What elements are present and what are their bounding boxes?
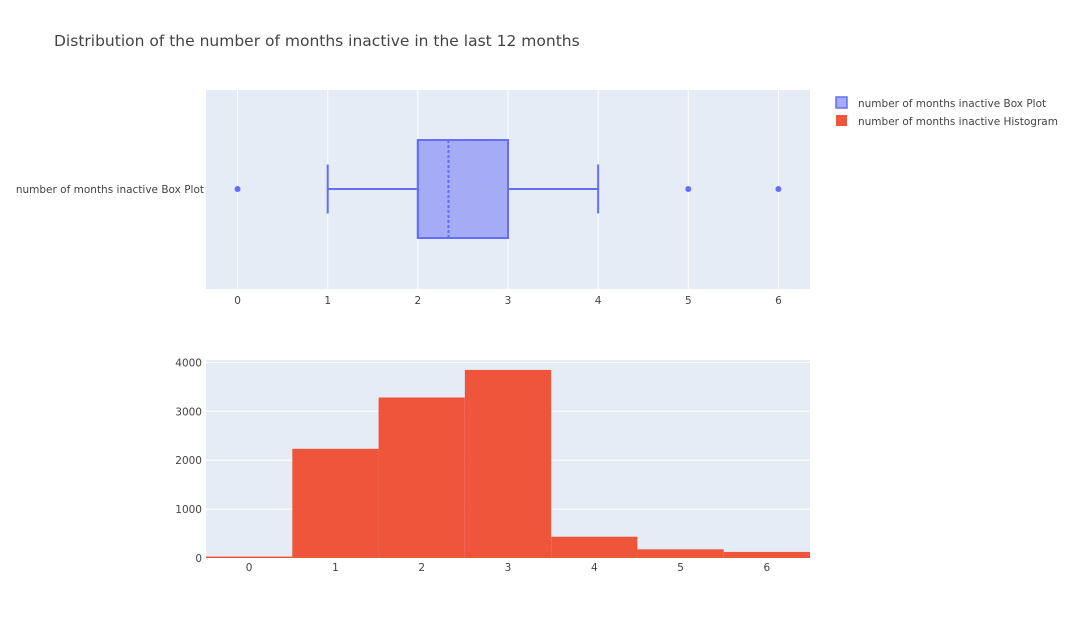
- hist-x-tick-label: 4: [591, 562, 598, 574]
- box-outlier-point: [685, 186, 692, 192]
- box-x-tick-label: 4: [595, 295, 602, 307]
- hist-bar: [378, 397, 465, 558]
- box-iqr: [416, 139, 509, 239]
- hist-x-tick-label: 1: [332, 562, 339, 574]
- box-x-tick-label: 5: [685, 295, 692, 307]
- hist-bar: [723, 551, 810, 558]
- hist-x-tick-label: 3: [505, 562, 512, 574]
- hist-y-tick-label: 4000: [175, 357, 202, 369]
- hist-x-tick-label: 6: [764, 562, 771, 574]
- legend-item-histogram[interactable]: number of months inactive Histogram: [836, 115, 1058, 128]
- histogram-panel: 0 1000 2000 3000 4000 0 1 2 3 4 5 6: [175, 357, 810, 574]
- hist-bar: [551, 536, 638, 558]
- box-outlier-point: [234, 186, 241, 192]
- hist-x-tick-label: 0: [246, 562, 253, 574]
- hist-y-tick-label: 2000: [175, 455, 202, 467]
- hist-x-tick-label: 2: [418, 562, 425, 574]
- hist-x-ticks: 0 1 2 3 4 5 6: [246, 562, 771, 574]
- hist-x-tick-label: 5: [677, 562, 684, 574]
- box-x-tick-label: 0: [234, 295, 241, 307]
- legend-label-histogram: number of months inactive Histogram: [858, 116, 1058, 128]
- box-x-ticks: 0 1 2 3 4 5 6: [234, 295, 782, 307]
- hist-y-ticks: 0 1000 2000 3000 4000: [175, 357, 202, 565]
- hist-y-tick-label: 0: [195, 553, 202, 565]
- box-marks: [234, 139, 782, 239]
- hist-bar: [637, 549, 724, 558]
- box-x-tick-label: 1: [324, 295, 331, 307]
- hist-y-tick-label: 1000: [175, 504, 202, 516]
- box-x-tick-label: 6: [775, 295, 782, 307]
- legend-item-box[interactable]: number of months inactive Box Plot: [835, 96, 1046, 110]
- hist-bar: [292, 448, 379, 558]
- box-x-tick-label: 2: [415, 295, 422, 307]
- box-x-tick-label: 3: [505, 295, 512, 307]
- hist-bar: [464, 369, 552, 558]
- hist-bars: [206, 369, 810, 558]
- legend-swatch-box: [835, 96, 848, 109]
- hist-bar: [206, 556, 293, 558]
- hist-y-tick-label: 3000: [175, 406, 202, 418]
- chart-title: Distribution of the number of months ina…: [54, 32, 580, 50]
- legend-swatch-histogram: [836, 115, 847, 126]
- box-outlier-point: [775, 186, 782, 192]
- legend-label-box: number of months inactive Box Plot: [858, 98, 1046, 110]
- box-category-label: number of months inactive Box Plot: [16, 184, 204, 196]
- legend[interactable]: number of months inactive Box Plot numbe…: [835, 96, 1058, 128]
- box-panel: number of months inactive Box Plot 0 1 2 3 4…: [16, 90, 810, 307]
